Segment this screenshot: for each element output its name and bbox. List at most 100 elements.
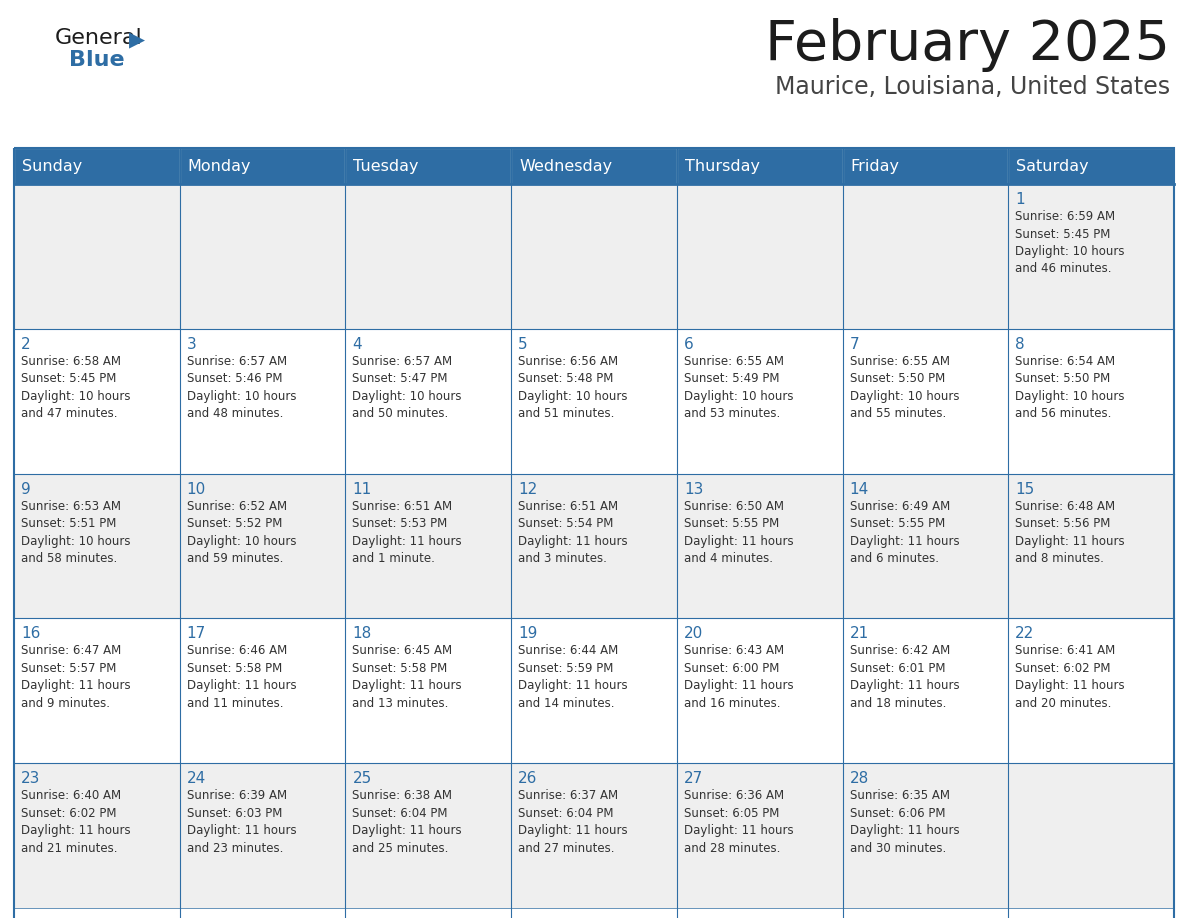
Text: Sunday: Sunday <box>23 159 82 174</box>
Bar <box>677 184 842 329</box>
Bar <box>511 763 677 908</box>
Bar <box>14 148 179 184</box>
Text: Monday: Monday <box>188 159 251 174</box>
Text: ▶: ▶ <box>129 30 145 50</box>
Text: Thursday: Thursday <box>684 159 760 174</box>
Text: Sunrise: 6:37 AM
Sunset: 6:04 PM
Daylight: 11 hours
and 27 minutes.: Sunrise: 6:37 AM Sunset: 6:04 PM Dayligh… <box>518 789 627 855</box>
Bar <box>511 474 677 619</box>
Text: 14: 14 <box>849 482 868 497</box>
Text: 3: 3 <box>187 337 196 352</box>
Bar <box>1009 619 1174 763</box>
Text: General: General <box>55 28 143 48</box>
Text: Saturday: Saturday <box>1016 159 1089 174</box>
Bar <box>14 619 179 763</box>
Text: Sunrise: 6:41 AM
Sunset: 6:02 PM
Daylight: 11 hours
and 20 minutes.: Sunrise: 6:41 AM Sunset: 6:02 PM Dayligh… <box>1016 644 1125 710</box>
Bar <box>511 184 677 329</box>
Text: 6: 6 <box>684 337 694 352</box>
Bar <box>677 763 842 908</box>
Text: Sunrise: 6:36 AM
Sunset: 6:05 PM
Daylight: 11 hours
and 28 minutes.: Sunrise: 6:36 AM Sunset: 6:05 PM Dayligh… <box>684 789 794 855</box>
Text: 22: 22 <box>1016 626 1035 642</box>
Text: Sunrise: 6:40 AM
Sunset: 6:02 PM
Daylight: 11 hours
and 21 minutes.: Sunrise: 6:40 AM Sunset: 6:02 PM Dayligh… <box>21 789 131 855</box>
Text: Sunrise: 6:57 AM
Sunset: 5:47 PM
Daylight: 10 hours
and 50 minutes.: Sunrise: 6:57 AM Sunset: 5:47 PM Dayligh… <box>353 354 462 420</box>
Text: Sunrise: 6:52 AM
Sunset: 5:52 PM
Daylight: 10 hours
and 59 minutes.: Sunrise: 6:52 AM Sunset: 5:52 PM Dayligh… <box>187 499 296 565</box>
Text: Sunrise: 6:42 AM
Sunset: 6:01 PM
Daylight: 11 hours
and 18 minutes.: Sunrise: 6:42 AM Sunset: 6:01 PM Dayligh… <box>849 644 959 710</box>
Bar <box>1009 148 1174 184</box>
Bar <box>677 619 842 763</box>
Bar <box>842 329 1009 474</box>
Text: Sunrise: 6:53 AM
Sunset: 5:51 PM
Daylight: 10 hours
and 58 minutes.: Sunrise: 6:53 AM Sunset: 5:51 PM Dayligh… <box>21 499 131 565</box>
Bar <box>842 184 1009 329</box>
Text: Sunrise: 6:44 AM
Sunset: 5:59 PM
Daylight: 11 hours
and 14 minutes.: Sunrise: 6:44 AM Sunset: 5:59 PM Dayligh… <box>518 644 627 710</box>
Text: 7: 7 <box>849 337 859 352</box>
Bar <box>1009 474 1174 619</box>
Text: Sunrise: 6:38 AM
Sunset: 6:04 PM
Daylight: 11 hours
and 25 minutes.: Sunrise: 6:38 AM Sunset: 6:04 PM Dayligh… <box>353 789 462 855</box>
Text: Sunrise: 6:45 AM
Sunset: 5:58 PM
Daylight: 11 hours
and 13 minutes.: Sunrise: 6:45 AM Sunset: 5:58 PM Dayligh… <box>353 644 462 710</box>
Text: Sunrise: 6:57 AM
Sunset: 5:46 PM
Daylight: 10 hours
and 48 minutes.: Sunrise: 6:57 AM Sunset: 5:46 PM Dayligh… <box>187 354 296 420</box>
Text: 26: 26 <box>518 771 537 786</box>
Text: Sunrise: 6:49 AM
Sunset: 5:55 PM
Daylight: 11 hours
and 6 minutes.: Sunrise: 6:49 AM Sunset: 5:55 PM Dayligh… <box>849 499 959 565</box>
Text: Wednesday: Wednesday <box>519 159 612 174</box>
Text: Sunrise: 6:55 AM
Sunset: 5:49 PM
Daylight: 10 hours
and 53 minutes.: Sunrise: 6:55 AM Sunset: 5:49 PM Dayligh… <box>684 354 794 420</box>
Bar <box>346 763 511 908</box>
Bar <box>179 619 346 763</box>
Bar <box>1009 329 1174 474</box>
Text: Sunrise: 6:50 AM
Sunset: 5:55 PM
Daylight: 11 hours
and 4 minutes.: Sunrise: 6:50 AM Sunset: 5:55 PM Dayligh… <box>684 499 794 565</box>
Text: 2: 2 <box>21 337 31 352</box>
Text: 1: 1 <box>1016 192 1025 207</box>
Bar <box>346 619 511 763</box>
Text: 21: 21 <box>849 626 868 642</box>
Text: Sunrise: 6:39 AM
Sunset: 6:03 PM
Daylight: 11 hours
and 23 minutes.: Sunrise: 6:39 AM Sunset: 6:03 PM Dayligh… <box>187 789 296 855</box>
Bar <box>842 619 1009 763</box>
Text: 28: 28 <box>849 771 868 786</box>
Bar <box>346 148 511 184</box>
Text: 16: 16 <box>21 626 40 642</box>
Text: 18: 18 <box>353 626 372 642</box>
Text: Friday: Friday <box>851 159 899 174</box>
Text: 15: 15 <box>1016 482 1035 497</box>
Bar <box>179 474 346 619</box>
Text: 25: 25 <box>353 771 372 786</box>
Text: Sunrise: 6:47 AM
Sunset: 5:57 PM
Daylight: 11 hours
and 9 minutes.: Sunrise: 6:47 AM Sunset: 5:57 PM Dayligh… <box>21 644 131 710</box>
Bar <box>1009 763 1174 908</box>
Text: 19: 19 <box>518 626 537 642</box>
Bar <box>677 474 842 619</box>
Text: 12: 12 <box>518 482 537 497</box>
Text: Sunrise: 6:48 AM
Sunset: 5:56 PM
Daylight: 11 hours
and 8 minutes.: Sunrise: 6:48 AM Sunset: 5:56 PM Dayligh… <box>1016 499 1125 565</box>
Text: 9: 9 <box>21 482 31 497</box>
Bar <box>677 329 842 474</box>
Text: Blue: Blue <box>69 50 125 70</box>
Bar <box>842 763 1009 908</box>
Text: Sunrise: 6:51 AM
Sunset: 5:53 PM
Daylight: 11 hours
and 1 minute.: Sunrise: 6:51 AM Sunset: 5:53 PM Dayligh… <box>353 499 462 565</box>
Bar <box>179 763 346 908</box>
Bar <box>677 148 842 184</box>
Text: Sunrise: 6:43 AM
Sunset: 6:00 PM
Daylight: 11 hours
and 16 minutes.: Sunrise: 6:43 AM Sunset: 6:00 PM Dayligh… <box>684 644 794 710</box>
Text: Tuesday: Tuesday <box>353 159 419 174</box>
Text: Sunrise: 6:35 AM
Sunset: 6:06 PM
Daylight: 11 hours
and 30 minutes.: Sunrise: 6:35 AM Sunset: 6:06 PM Dayligh… <box>849 789 959 855</box>
Text: Sunrise: 6:51 AM
Sunset: 5:54 PM
Daylight: 11 hours
and 3 minutes.: Sunrise: 6:51 AM Sunset: 5:54 PM Dayligh… <box>518 499 627 565</box>
Text: 24: 24 <box>187 771 206 786</box>
Text: Sunrise: 6:55 AM
Sunset: 5:50 PM
Daylight: 10 hours
and 55 minutes.: Sunrise: 6:55 AM Sunset: 5:50 PM Dayligh… <box>849 354 959 420</box>
Bar <box>14 474 179 619</box>
Bar <box>14 148 1174 918</box>
Bar <box>346 474 511 619</box>
Text: Maurice, Louisiana, United States: Maurice, Louisiana, United States <box>775 75 1170 99</box>
Bar <box>346 329 511 474</box>
Bar <box>14 329 179 474</box>
Text: 5: 5 <box>518 337 527 352</box>
Text: Sunrise: 6:46 AM
Sunset: 5:58 PM
Daylight: 11 hours
and 11 minutes.: Sunrise: 6:46 AM Sunset: 5:58 PM Dayligh… <box>187 644 296 710</box>
Text: February 2025: February 2025 <box>765 18 1170 72</box>
Bar <box>511 619 677 763</box>
Text: 4: 4 <box>353 337 362 352</box>
Bar <box>511 329 677 474</box>
Bar <box>179 329 346 474</box>
Text: 20: 20 <box>684 626 703 642</box>
Bar <box>346 184 511 329</box>
Text: 10: 10 <box>187 482 206 497</box>
Bar <box>842 148 1009 184</box>
Text: 23: 23 <box>21 771 40 786</box>
Bar <box>179 184 346 329</box>
Bar <box>14 763 179 908</box>
Bar <box>14 184 179 329</box>
Text: Sunrise: 6:59 AM
Sunset: 5:45 PM
Daylight: 10 hours
and 46 minutes.: Sunrise: 6:59 AM Sunset: 5:45 PM Dayligh… <box>1016 210 1125 275</box>
Text: 8: 8 <box>1016 337 1025 352</box>
